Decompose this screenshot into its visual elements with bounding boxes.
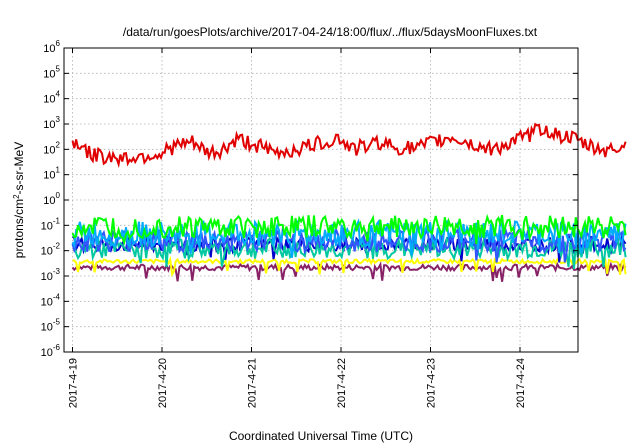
series-line <box>72 255 627 277</box>
y-tick-label: 101 <box>43 166 60 182</box>
y-tick-label: 104 <box>43 90 60 106</box>
grid <box>64 48 578 352</box>
ticks: 106 105 104 103 102 101 100 10-1 10-2 10-3 10-4 10-… <box>41 39 578 408</box>
series-layer <box>71 122 627 282</box>
x-tick-label: 2017-4-23 <box>426 358 438 408</box>
y-tick-label: 10-3 <box>41 267 61 283</box>
x-tick-label: 2017-4-24 <box>515 358 527 408</box>
y-tick-label: 106 <box>43 39 60 55</box>
y-axis-label-suffix: -s-sr-MeV <box>12 142 26 195</box>
x-tick-label: 2017-4-22 <box>336 358 348 408</box>
y-tick-label: 10-4 <box>41 292 61 308</box>
y-tick-label: 103 <box>43 115 60 131</box>
y-tick-label: 105 <box>43 64 60 80</box>
y-tick-label: 10-5 <box>41 318 61 334</box>
y-tick-label: 10-6 <box>41 343 61 359</box>
y-axis-label: protons/cm2-s-sr-MeV <box>12 142 27 258</box>
y-axis-label-sup: 2 <box>12 194 21 199</box>
series-line <box>71 122 627 169</box>
y-axis-label-prefix: protons/cm <box>12 199 26 258</box>
x-tick-label: 2017-4-20 <box>157 358 169 408</box>
y-tick-label: 10-2 <box>41 242 61 258</box>
series-line <box>71 261 627 282</box>
y-tick-label: 102 <box>43 140 60 156</box>
x-tick-label: 2017-4-19 <box>68 358 80 408</box>
x-axis-label: Coordinated Universal Time (UTC) <box>229 429 413 443</box>
y-tick-label: 100 <box>43 191 60 207</box>
chart-title: /data/run/goesPlots/archive/2017-04-24/1… <box>123 25 538 39</box>
y-tick-label: 10-1 <box>41 216 61 232</box>
series-line <box>71 213 627 246</box>
x-tick-label: 2017-4-21 <box>247 358 259 408</box>
